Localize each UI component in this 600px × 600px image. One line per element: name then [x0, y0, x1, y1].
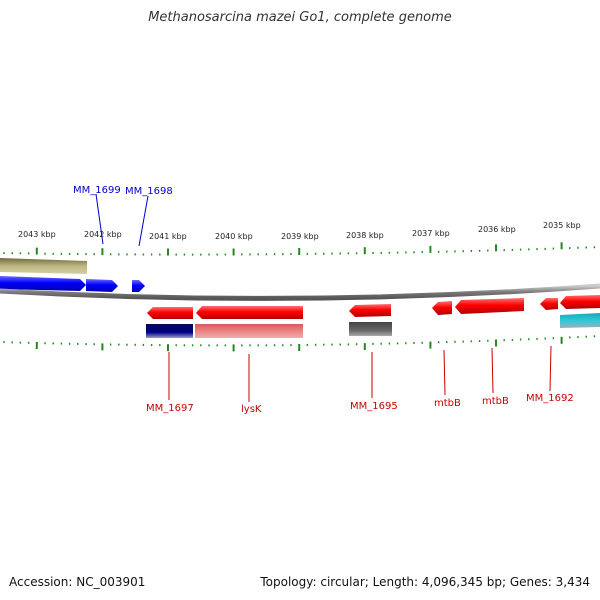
scale-label: 2040 kbp [215, 232, 253, 241]
scale-label: 2036 kbp [478, 225, 516, 234]
label-leader-lines [95, 193, 552, 402]
genome-summary-text: Topology: circular; Length: 4,096,345 bp… [260, 575, 590, 589]
feature-band-gray[interactable] [349, 322, 392, 336]
feature-band-teal[interactable] [560, 313, 600, 328]
gene-label-lysk[interactable]: lysK [241, 404, 262, 415]
gene-arrow-reverse[interactable] [349, 304, 391, 317]
gene-label-mtbb-2[interactable]: mtbB [482, 396, 509, 407]
scale-label: 2037 kbp [412, 229, 450, 238]
upper-scale-ticks [3, 242, 596, 256]
gene-arrow-forward[interactable] [86, 279, 118, 292]
gene-arrow-reverse[interactable] [455, 298, 524, 314]
feature-band-pink[interactable] [195, 324, 303, 338]
accession-text: Accession: NC_003901 [9, 575, 146, 589]
scale-label: 2041 kbp [149, 232, 187, 241]
gene-label-mm1698[interactable]: MM_1698 [125, 186, 173, 197]
gene-arrow-reverse[interactable] [560, 295, 600, 309]
gene-label-mm1697[interactable]: MM_1697 [146, 403, 194, 414]
feature-band-olive[interactable] [0, 258, 87, 274]
scale-label: 2039 kbp [281, 232, 319, 241]
gene-arrow-reverse[interactable] [196, 306, 303, 319]
gene-label-mm1699[interactable]: MM_1699 [73, 185, 121, 196]
gene-arrow-reverse[interactable] [540, 298, 558, 310]
feature-band-navy[interactable] [146, 324, 193, 338]
lower-scale-ticks [3, 335, 596, 352]
gene-label-mtbb-1[interactable]: mtbB [434, 398, 461, 409]
scale-label: 2038 kbp [346, 231, 384, 240]
scale-label: 2035 kbp [543, 221, 581, 230]
gene-arrow-forward[interactable] [132, 280, 145, 292]
genome-backbone [0, 283, 600, 301]
gene-arrow-forward[interactable] [0, 276, 86, 291]
gene-label-mm1695[interactable]: MM_1695 [350, 401, 398, 412]
scale-label: 2042 kbp [84, 230, 122, 239]
genome-title: Methanosarcina mazei Go1, complete genom… [148, 10, 452, 25]
gene-label-mm1692[interactable]: MM_1692 [526, 393, 574, 404]
scale-label: 2043 kbp [18, 230, 56, 239]
gene-arrow-reverse[interactable] [432, 301, 452, 315]
gene-arrow-reverse[interactable] [147, 307, 193, 319]
